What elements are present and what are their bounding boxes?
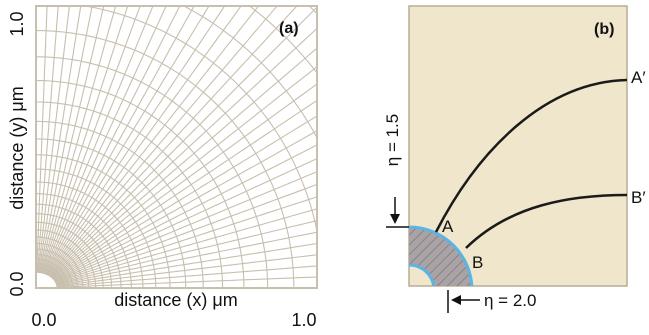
grid-hyperbola-line — [53, 99, 317, 280]
grid-hyperbola-line — [56, 231, 317, 286]
grid-hyperbola-line — [44, 6, 167, 274]
grid-hyperbola-line — [49, 6, 298, 277]
grid-hyperbola-line — [39, 6, 93, 273]
grid-hyperbola-line — [56, 220, 317, 285]
eta-inner-label: η = 1.5 — [383, 114, 402, 166]
grid-hyperbola-line — [43, 6, 154, 274]
grid-hyperbola-line — [52, 65, 317, 279]
grid-hyperbola-line — [52, 83, 317, 280]
panel-a: (a) distance (x) μm 0.0 1.0 distance (y)… — [7, 5, 318, 330]
grid-hyperbola-line — [49, 6, 278, 277]
grid-hyperbola-line — [55, 183, 317, 284]
grid-hyperbola-line — [53, 115, 317, 281]
inner-region-hatched-band — [409, 227, 472, 286]
grid-hyperbola-line — [47, 6, 226, 276]
grid-hyperbola-line — [54, 157, 317, 282]
curve-a-to-a-prime — [434, 78, 627, 233]
grid-hyperbola-line — [40, 6, 105, 273]
grid-hyperbola-line — [38, 6, 82, 273]
grid-hyperbola-line — [45, 6, 181, 275]
grid-hyperbola-line — [42, 6, 141, 274]
curve-a-end-label: A′ — [631, 68, 646, 87]
grid-hyperbola-line — [56, 254, 317, 287]
x-tick-label-min: 0.0 — [31, 310, 56, 330]
y-tick-label-max: 1.0 — [7, 11, 27, 36]
grid-hyperbola-line — [51, 27, 317, 278]
grid-hyperbola-line — [56, 265, 317, 288]
grid-hyperbola-line — [55, 171, 317, 283]
eta-outer-arrow-head — [451, 295, 461, 305]
grid-hyperbola-line — [37, 6, 59, 273]
grid-hyperbola-line — [37, 6, 70, 273]
panel-a-label: (a) — [279, 20, 299, 37]
grid-hyperbola-line — [46, 6, 210, 275]
y-tick-label-min: 0.0 — [7, 271, 27, 296]
grid-hyperbola-line — [54, 144, 317, 282]
panel-a-frame — [35, 5, 318, 289]
grid-hyperbola-line — [55, 196, 317, 284]
grid-hyperbola-line — [41, 6, 117, 273]
curve-b-start-label: B — [472, 253, 483, 272]
grid-hyperbola-line — [54, 130, 317, 281]
grid-hyperbola-line — [45, 6, 195, 275]
grid-hyperbola-line — [36, 6, 48, 273]
grid-hyperbola-line — [51, 47, 317, 279]
inner-boundary-outer-arc — [409, 225, 474, 286]
grid-hyperbola-line — [57, 276, 317, 288]
panel-b-label: (b) — [594, 21, 614, 38]
inner-boundary-inner-arc — [409, 263, 436, 286]
eta-outer-label: η = 2.0 — [484, 291, 536, 310]
x-tick-label-max: 1.0 — [291, 310, 316, 330]
panel-b: (b) A A′ B B′ η = 1.5 η = 2.0 — [383, 5, 646, 313]
grid-hyperbola-line — [48, 6, 260, 276]
grid-hyperbola-line — [41, 6, 129, 274]
curve-a-start-label: A — [442, 217, 454, 236]
y-axis-label: distance (y) μm — [7, 86, 27, 209]
curve-b-end-label: B′ — [631, 188, 646, 207]
grid-hyperbola-line — [47, 6, 242, 276]
curve-b-to-b-prime — [465, 193, 627, 249]
grid-hyperbola-line — [56, 208, 317, 285]
grid-hyperbola-line — [56, 242, 317, 287]
x-axis-label: distance (x) μm — [114, 290, 237, 310]
grid-hyperbola-line — [50, 6, 317, 278]
eta-inner-arrow-head — [390, 214, 400, 224]
elliptic-grid — [36, 6, 317, 288]
